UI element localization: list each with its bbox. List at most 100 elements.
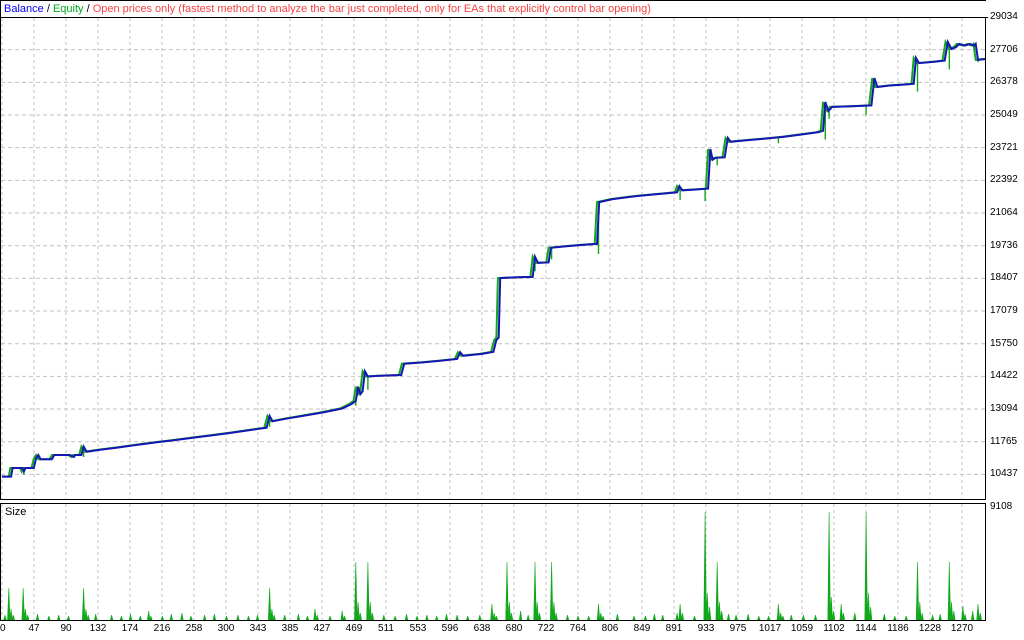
size-bar [224, 616, 229, 620]
size-bar [952, 611, 956, 620]
size-bar [726, 614, 731, 620]
trade-size-chart [1, 504, 982, 620]
y-axis-label: 11765 [990, 435, 1018, 447]
size-bar [832, 611, 836, 620]
x-axis-label: 469 [345, 623, 363, 634]
size-bar [35, 614, 40, 620]
size-bar [853, 613, 857, 620]
size-bar [779, 613, 783, 620]
size-bar [949, 602, 954, 620]
size-bar [552, 602, 556, 620]
size-bar [550, 562, 554, 620]
x-axis-label: 849 [633, 623, 651, 634]
size-bar [169, 614, 173, 620]
size-bar [509, 613, 514, 620]
x-axis-label: 385 [281, 623, 299, 634]
size-bar [86, 615, 90, 620]
size-bar [652, 614, 656, 620]
size-bar [963, 614, 967, 620]
y-axis-label: 10437 [990, 468, 1018, 480]
x-axis-label: 553 [409, 623, 427, 634]
size-bar [160, 616, 164, 620]
size-bar [366, 562, 370, 620]
size-bar [841, 613, 845, 620]
size-bar [554, 613, 558, 620]
y-axis-label: 9108 [990, 501, 1013, 513]
size-panel-label: Size [5, 506, 27, 518]
size-bar [978, 613, 982, 620]
x-axis-label: 596 [441, 623, 459, 634]
x-axis-label: 300 [217, 623, 235, 634]
y-axis-label: 27706 [990, 43, 1018, 55]
size-bar [533, 562, 537, 620]
size-bar [26, 615, 30, 620]
size-bar [455, 615, 459, 620]
size-bar [119, 616, 123, 620]
y-axis-label: 14422 [990, 370, 1018, 382]
size-bar [66, 616, 71, 620]
size-bar [342, 616, 347, 620]
x-axis-label: 1017 [758, 623, 782, 634]
chart-legend: Balance / Equity / Open prices only (fas… [1, 1, 988, 18]
size-bar [866, 593, 870, 620]
size-bar [358, 613, 362, 620]
equity-legend-label: Equity [52, 3, 84, 15]
size-bar [976, 604, 980, 620]
size-bar [717, 602, 721, 620]
x-axis-label: 975 [729, 623, 747, 634]
size-bar [3, 615, 7, 620]
size-bar [692, 616, 697, 620]
size-bar [789, 615, 793, 620]
y-axis-label: 13094 [990, 403, 1018, 415]
size-bar [675, 613, 679, 620]
size-bar [255, 615, 260, 620]
size-bar [507, 602, 511, 620]
size-bar [535, 602, 539, 620]
size-bar [734, 615, 738, 620]
size-bar [643, 616, 647, 620]
size-bar [315, 615, 319, 620]
size-bar [94, 614, 98, 620]
size-bar [565, 615, 570, 620]
size-bar [128, 614, 133, 620]
size-bar [720, 611, 724, 620]
size-bar [296, 614, 300, 620]
size-bar [864, 512, 868, 620]
size-bar [268, 588, 272, 620]
size-bar [415, 616, 419, 620]
size-bar [11, 615, 15, 620]
size-bar [781, 616, 785, 620]
x-axis-label: 90 [60, 623, 72, 634]
size-bar [931, 615, 935, 620]
x-axis-label: 1144 [855, 623, 877, 634]
size-bar [918, 602, 922, 620]
size-bar [776, 604, 780, 620]
size-bar [746, 614, 750, 620]
size-bar [57, 615, 61, 620]
size-bar [313, 609, 317, 620]
y-axis-label: 23721 [990, 141, 1018, 153]
x-axis-label: 47 [28, 623, 40, 634]
x-axis-label: 680 [505, 623, 523, 634]
size-bar [84, 609, 88, 620]
size-bar [270, 609, 274, 620]
size-bar [537, 613, 542, 620]
y-axis-label: 26378 [990, 76, 1018, 88]
size-bar [680, 613, 684, 620]
size-bar [23, 609, 27, 620]
y-axis-label: 18407 [990, 272, 1018, 284]
legend-separator: / [43, 3, 53, 15]
size-bar [661, 615, 665, 620]
size-bar [915, 562, 920, 620]
x-axis-label: 1186 [887, 623, 909, 634]
size-bar [404, 614, 409, 620]
x-axis-label: 0 [0, 623, 6, 634]
size-bar [587, 616, 591, 620]
x-axis-label: 174 [121, 623, 139, 634]
model-note: Open prices only (fastest method to anal… [92, 3, 651, 15]
y-axis-label: 25049 [990, 109, 1018, 120]
size-bar [615, 614, 619, 620]
size-bar [393, 616, 397, 620]
size-bar [632, 616, 636, 620]
size-bar [703, 512, 707, 620]
